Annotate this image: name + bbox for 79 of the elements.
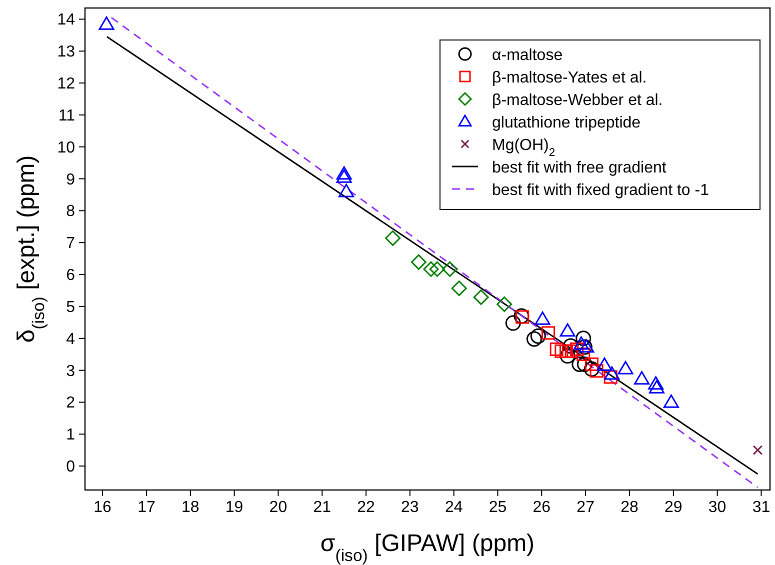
point xyxy=(590,364,604,378)
point xyxy=(530,328,546,344)
point xyxy=(451,280,467,296)
x-tick-label: 24 xyxy=(444,499,463,516)
point xyxy=(564,344,578,358)
point xyxy=(423,261,439,277)
point xyxy=(648,376,664,390)
point xyxy=(336,169,352,183)
point xyxy=(596,357,612,371)
x-tick-label: 21 xyxy=(313,499,332,516)
point xyxy=(560,323,576,337)
point xyxy=(584,357,598,371)
point xyxy=(534,311,550,325)
x-tick-label: 31 xyxy=(752,499,770,516)
legend-label: glutathione tripeptide xyxy=(492,114,641,132)
point xyxy=(572,356,588,372)
point xyxy=(442,261,458,277)
point xyxy=(584,361,600,377)
point xyxy=(429,261,445,277)
legend-label: Mg(OH)$_{2}$ xyxy=(492,137,556,159)
legend-label: β-maltose-Yates et al. xyxy=(492,70,647,86)
y-tick-label: 13 xyxy=(57,44,76,61)
point xyxy=(663,394,679,408)
legend-label: best fit with fixed gradient to -1 xyxy=(492,182,710,199)
x-tick-label: 28 xyxy=(620,499,638,516)
point xyxy=(576,348,590,362)
legend-label: α-maltose xyxy=(492,47,563,64)
x-tick-label: 20 xyxy=(269,499,288,516)
x-axis-title: σ$_{(iso)}$ [GIPAW] (ppm) xyxy=(320,530,535,564)
x-tick-label: 26 xyxy=(532,499,551,516)
point xyxy=(550,342,564,356)
x-tick-label: 17 xyxy=(138,499,156,516)
point xyxy=(648,380,664,394)
legend-label: β-maltose-Webber et al. xyxy=(492,92,663,109)
point xyxy=(576,330,592,346)
x-tick-label: 19 xyxy=(225,499,244,516)
y-tick-label: 8 xyxy=(66,203,76,220)
point xyxy=(336,166,352,180)
x-tick-label: 22 xyxy=(357,499,376,516)
point xyxy=(618,360,634,374)
y-tick-label: 7 xyxy=(66,235,76,252)
point xyxy=(98,16,114,30)
y-tick-label: 14 xyxy=(57,12,76,29)
y-tick-label: 6 xyxy=(66,267,76,284)
y-tick-label: 1 xyxy=(66,426,76,444)
point xyxy=(604,370,618,384)
x-tick-label: 16 xyxy=(94,499,112,516)
point xyxy=(634,371,650,385)
point xyxy=(385,230,401,246)
point xyxy=(554,344,568,358)
x-tick-label: 18 xyxy=(181,499,200,516)
point xyxy=(560,348,576,364)
y-tick-label: 4 xyxy=(66,330,76,348)
x-tick-label: 27 xyxy=(576,499,595,516)
point xyxy=(505,315,521,331)
point xyxy=(752,445,763,456)
x-tick-label: 30 xyxy=(708,499,726,516)
x-tick-label: 29 xyxy=(664,499,682,516)
point xyxy=(542,326,556,340)
point xyxy=(573,336,589,350)
y-tick-label: 5 xyxy=(66,298,76,316)
y-tick-label: 10 xyxy=(57,139,76,156)
point xyxy=(526,331,542,347)
legend-label: best fit with free gradient xyxy=(492,160,667,176)
x-tick-label: 25 xyxy=(488,499,507,516)
point xyxy=(496,296,512,312)
point xyxy=(473,289,489,305)
y-tick-label: 3 xyxy=(66,362,76,380)
y-tick-label: 0 xyxy=(66,458,76,476)
point xyxy=(410,254,426,270)
y-tick-label: 11 xyxy=(58,107,76,124)
x-tick-label: 23 xyxy=(401,499,419,516)
y-tick-label: 12 xyxy=(57,76,76,93)
y-tick-label: 9 xyxy=(66,171,76,188)
y-tick-label: 2 xyxy=(66,394,76,412)
point xyxy=(338,184,354,198)
point xyxy=(570,342,584,356)
point xyxy=(576,356,592,372)
point xyxy=(604,366,620,380)
